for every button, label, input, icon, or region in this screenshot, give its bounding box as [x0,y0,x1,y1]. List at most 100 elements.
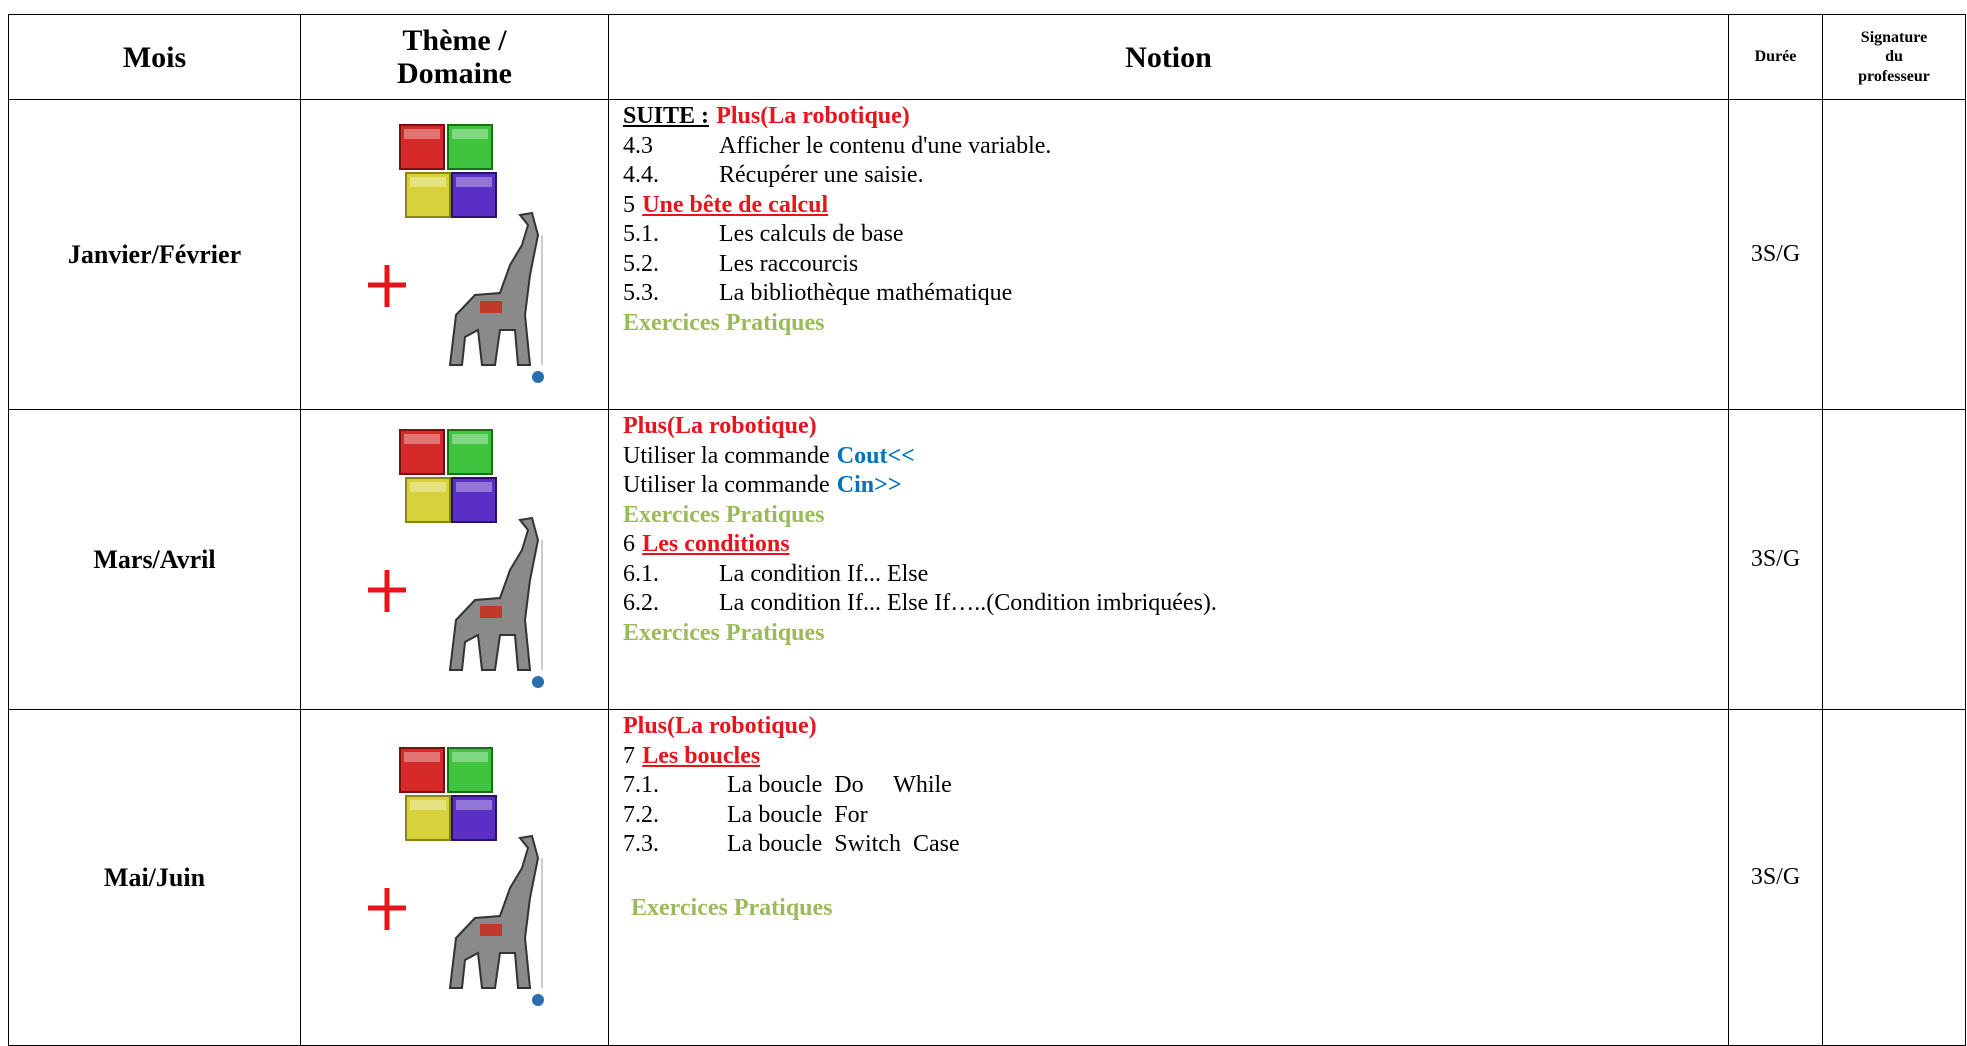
notion-text: Les boucles [642,742,761,769]
robot-detail [479,923,502,936]
robot [448,834,539,989]
notion-text: SUITE : [623,103,710,129]
mois-cell: Janvier/Février [8,99,301,410]
mois-cell: Mars/Avril [8,409,301,710]
cube [446,428,493,475]
item-number: 4.4. [623,162,659,188]
notion-text: Plus(La robotique) [623,713,817,739]
cube-shine [451,433,488,444]
notion-cell: Plus(La robotique) 7 Les boucles 7.1. La bou… [608,709,1729,1046]
theme-cell [300,99,609,410]
header-row: Mois Thème / Domaine Notion Durée Signatu… [8,14,1966,100]
cube [398,123,445,170]
robot-detail [479,605,502,618]
notion-line: 7.3. La boucle Switch Case [623,830,1728,860]
header-mois: Mois [8,14,301,100]
plus [367,887,406,930]
item-number: 6.2. [623,590,659,616]
cube [450,476,497,523]
cube-shine [409,799,446,810]
notion-text: Une bête de calcul [642,191,829,218]
cube [398,428,445,475]
notion-text: La boucle For [727,801,868,828]
notion-text: Les conditions [642,531,790,557]
header-text: Domaine [397,57,512,90]
table-row: Janvier/Février SUITE : Plus(La robotique)… [8,99,1966,410]
notion-line: Exercices Pratiques [623,619,1728,649]
cube-shine [403,751,440,762]
notion-text: La bibliothèque mathématique [719,280,1013,306]
notion-line: 5 Une bête de calcul [623,191,1728,221]
item-number: 6.1. [623,560,659,587]
notion-line: 7.2. La boucle For [623,801,1728,831]
cube-shine [451,128,488,139]
notion-text: Exercices Pratiques [623,619,825,646]
notion-text: Les calculs de base [719,221,904,247]
notion-cell: Plus(La robotique) Utiliser la commande Co… [608,409,1729,710]
theme-cell [300,409,609,710]
notion-line: Plus(La robotique) [623,412,1728,442]
notion-text: Cout<< [836,442,915,469]
theme-cell [300,709,609,1046]
header-signature: Signature du professeur [1822,14,1966,100]
cube-shine [403,128,440,139]
header-theme: Thème / Domaine [300,14,609,100]
notion-line: Exercices Pratiques [623,501,1728,531]
notion-text: Utiliser la commande [623,442,830,469]
cube [450,794,497,841]
notion-text: Exercices Pratiques [623,501,825,528]
notion-line: SUITE : Plus(La robotique) [623,102,1728,132]
duree-cell: 3S/G [1728,99,1823,410]
cube [446,746,493,793]
cube-shine [451,751,488,762]
notion-line: 7.1. La boucle Do While [623,771,1728,801]
notion-text: La condition If... Else [719,560,929,587]
notion-text: La condition If... Else If…..(Condition … [719,590,1217,616]
notion-line: 5.3. La bibliothèque mathématique [623,279,1728,309]
robot-logo [531,370,544,383]
notion-line: 6.1. La condition If... Else [623,560,1728,590]
signature-cell [1822,409,1966,710]
notion-line: 7 Les boucles [623,742,1728,772]
notion-line: Plus(La robotique) [623,712,1728,742]
item-number: 5.3. [623,280,659,306]
notion-line: 6.2. La condition If... Else If…..(Condit… [623,589,1728,619]
header-text: Signature [1860,29,1928,47]
cube-shine [409,481,446,492]
program-table: Mois Thème / Domaine Notion Durée Signatu… [8,14,1966,1046]
notion-text: Exercices Pratiques [631,894,833,921]
cube [446,123,493,170]
cube [450,171,497,218]
notion-line: Exercices Pratiques [623,309,1728,339]
table-row: Mai/Juin Plus(La robotique) 7 Les boucles 7.… [8,709,1966,1046]
notion-text: 6 [623,531,635,557]
notion-text: Plus(La robotique) [623,413,817,439]
cube [404,794,451,841]
signature-cell [1822,709,1966,1046]
cube-shine [455,176,492,187]
cube [398,746,445,793]
robot [448,211,539,366]
notion-cell: SUITE : Plus(La robotique) 4.3 Afficher le … [608,99,1729,410]
plus [367,264,406,307]
cube-shine [455,799,492,810]
notion-text: Plus(La robotique) [716,103,910,129]
notion-text: 5 [623,191,635,218]
item-number: 5.1. [623,221,659,247]
header-text: du [1885,48,1903,66]
robot-detail [479,300,502,313]
notion-line: 4.4. Récupérer une saisie. [623,161,1728,191]
item-number: 7.2. [623,801,659,828]
item-number: 7.3. [623,831,659,857]
cube-shine [455,481,492,492]
signature-cell [1822,99,1966,410]
theme-icon [367,746,544,1006]
cube [404,171,451,218]
header-duree: Durée [1728,14,1823,100]
notion-text: La boucle Do While [727,772,952,798]
cube-shine [403,433,440,444]
table-row: Mars/Avril Plus(La robotique) Utiliser la … [8,409,1966,710]
theme-icon [367,428,544,688]
cube-shine [409,176,446,187]
